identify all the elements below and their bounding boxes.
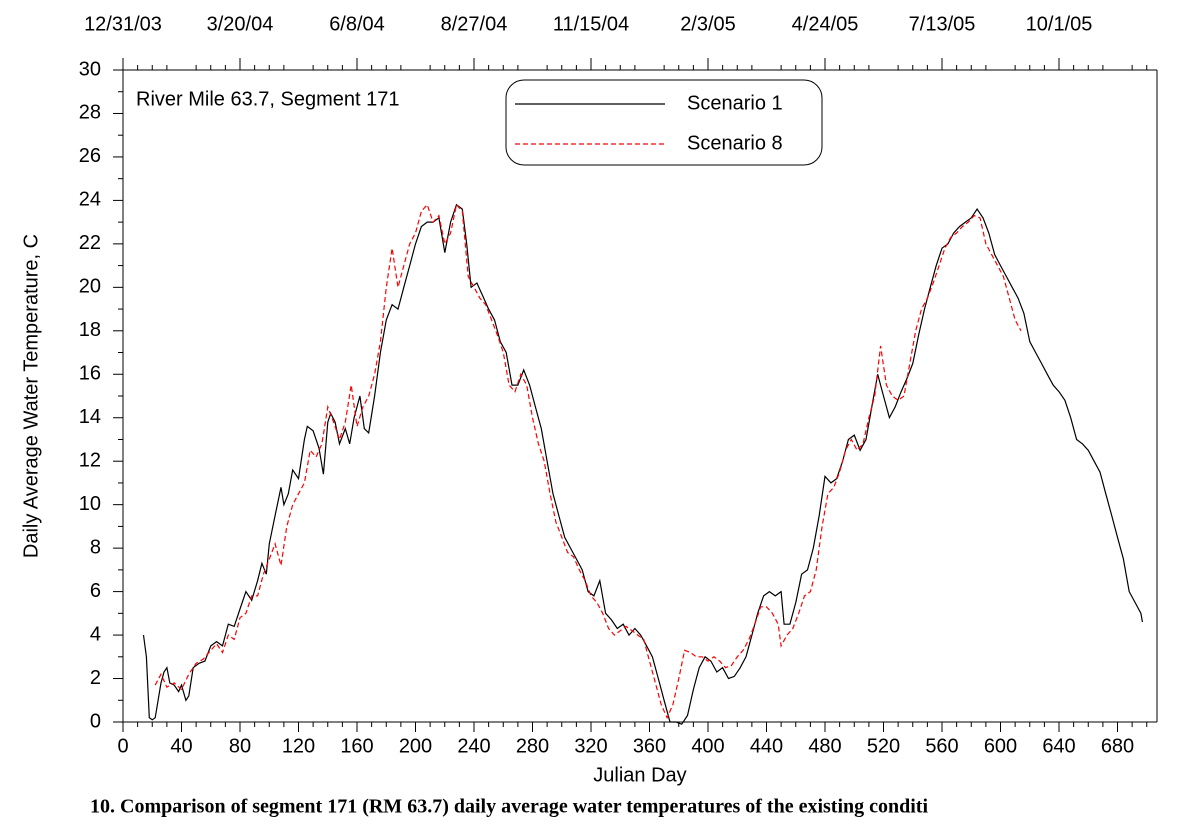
x-tick-label: 0 [117,735,128,757]
y-tick-label: 22 [79,232,101,254]
x-tick-label: 520 [867,735,900,757]
y-tick-label: 18 [79,319,101,341]
x-tick-label: 680 [1101,735,1134,757]
y-tick-label: 24 [79,189,101,211]
x-axis-title: Julian Day [593,764,686,786]
y-tick-label: 20 [79,276,101,298]
x-tick-label: 320 [574,735,607,757]
y-tick-label: 12 [79,449,101,471]
y-tick-label: 28 [79,102,101,124]
x-tick-label: 480 [808,735,841,757]
y-axis-title: Daily Average Water Temperature, C [20,234,42,558]
x-tick-label: 160 [340,735,373,757]
series-line [154,203,1022,720]
x-tick-label: 400 [691,735,724,757]
y-tick-label: 16 [79,363,101,385]
series-line [142,203,1143,725]
legend-label: Scenario 1 [687,92,783,114]
y-tick-label: 0 [90,710,101,732]
x2-tick-label: 7/13/05 [909,13,976,35]
y-tick-label: 26 [79,145,101,167]
x-tick-label: 80 [229,735,251,757]
x-tick-label: 600 [984,735,1017,757]
y-tick-label: 30 [79,58,101,80]
x-tick-label: 440 [750,735,783,757]
caption: 10. Comparison of segment 171 (RM 63.7) … [90,796,928,818]
x2-tick-label: 4/24/05 [792,13,859,35]
x2-tick-label: 6/8/04 [329,13,385,35]
annotation: River Mile 63.7, Segment 171 [136,88,399,110]
x-tick-label: 280 [516,735,549,757]
x-tick-label: 360 [633,735,666,757]
x-tick-label: 120 [282,735,315,757]
x-tick-label: 240 [457,735,490,757]
x-tick-label: 560 [925,735,958,757]
y-tick-label: 10 [79,493,101,515]
x2-tick-label: 8/27/04 [441,13,508,35]
x2-tick-label: 10/1/05 [1026,13,1093,35]
x2-tick-label: 2/3/05 [680,13,736,35]
x-tick-label: 200 [399,735,432,757]
y-tick-label: 2 [90,667,101,689]
y-tick-label: 6 [90,580,101,602]
y-tick-label: 14 [79,406,101,428]
legend-label: Scenario 8 [687,132,783,154]
x-tick-label: 640 [1042,735,1075,757]
y-tick-label: 8 [90,536,101,558]
y-tick-label: 4 [90,623,101,645]
x2-tick-label: 12/31/03 [84,13,162,35]
x-tick-label: 40 [170,735,192,757]
legend-box [505,79,823,166]
x2-tick-label: 11/15/04 [553,13,629,35]
x2-tick-label: 3/20/04 [207,13,274,35]
